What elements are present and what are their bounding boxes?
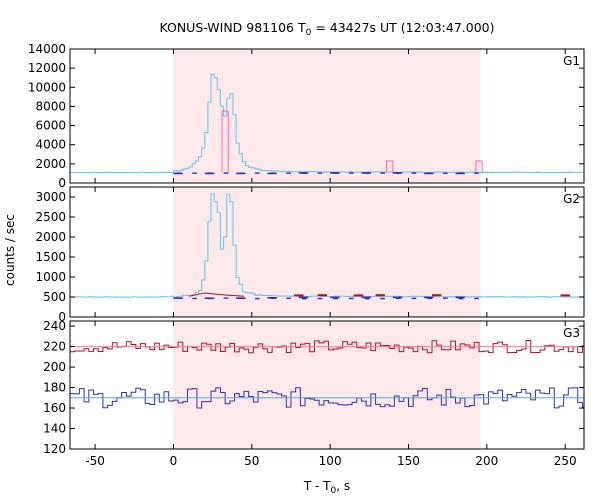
x-tick-label: 250 xyxy=(554,454,577,468)
konus-wind-chart: 0 2000 4000 6000 8000 10000 12000 14000 G1 0 500 10… xyxy=(0,0,600,500)
chart-title: KONUS-WIND 981106 T0 = 43427s UT (12:03:… xyxy=(159,20,494,38)
y-tick-label-g3: 180 xyxy=(43,381,66,395)
title-main: KONUS-WIND 981106 T xyxy=(159,20,305,35)
y-tick-label-g2: 2500 xyxy=(35,210,66,224)
y-tick-label-g3: 220 xyxy=(43,340,66,354)
x-tick-label: 50 xyxy=(244,454,259,468)
y-tick-label-g3: 160 xyxy=(43,401,66,415)
panel-name-g2: G2 xyxy=(563,192,580,206)
y-tick-label-g1: 12000 xyxy=(28,61,66,75)
y-tick-label-g3: 240 xyxy=(43,319,66,333)
y-tick-label-g1: 6000 xyxy=(35,119,66,133)
xlabel-rest: , s xyxy=(336,479,350,493)
highlight-interval-g2 xyxy=(173,187,480,317)
xlabel-main: T - T xyxy=(303,479,331,493)
highlight-interval-g3 xyxy=(173,321,480,449)
highlight-layer xyxy=(173,49,480,449)
panel-name-g1: G1 xyxy=(563,54,580,68)
x-tick-label: 200 xyxy=(475,454,498,468)
y-tick-label-g1: 2000 xyxy=(35,157,66,171)
y-tick-label-g2: 500 xyxy=(43,290,66,304)
y-tick-label-g3: 120 xyxy=(43,442,66,456)
y-tick-label-g3: 140 xyxy=(43,422,66,436)
y-tick-label-g2: 3000 xyxy=(35,190,66,204)
y-tick-label-g1: 0 xyxy=(58,176,66,190)
y-tick-label-g2: 1500 xyxy=(35,250,66,264)
x-tick-label: 150 xyxy=(397,454,420,468)
highlight-interval-g1 xyxy=(173,49,480,183)
y-axis-label: counts / sec xyxy=(3,214,17,286)
x-axis-label: T - T0, s xyxy=(303,479,350,496)
x-tick-label: 100 xyxy=(319,454,342,468)
panel-name-g3: G3 xyxy=(563,326,580,340)
title-rest: = 43427s UT (12:03:47.000) xyxy=(311,20,494,35)
y-tick-label-g1: 10000 xyxy=(28,80,66,94)
y-tick-label-g2: 2000 xyxy=(35,230,66,244)
y-tick-label-g2: 1000 xyxy=(35,270,66,284)
x-tick-label: 0 xyxy=(170,454,178,468)
y-tick-label-g1: 8000 xyxy=(35,99,66,113)
y-tick-label-g3: 200 xyxy=(43,360,66,374)
x-tick-label: -50 xyxy=(85,454,105,468)
y-tick-label-g1: 4000 xyxy=(35,138,66,152)
y-tick-label-g1: 14000 xyxy=(28,42,66,56)
